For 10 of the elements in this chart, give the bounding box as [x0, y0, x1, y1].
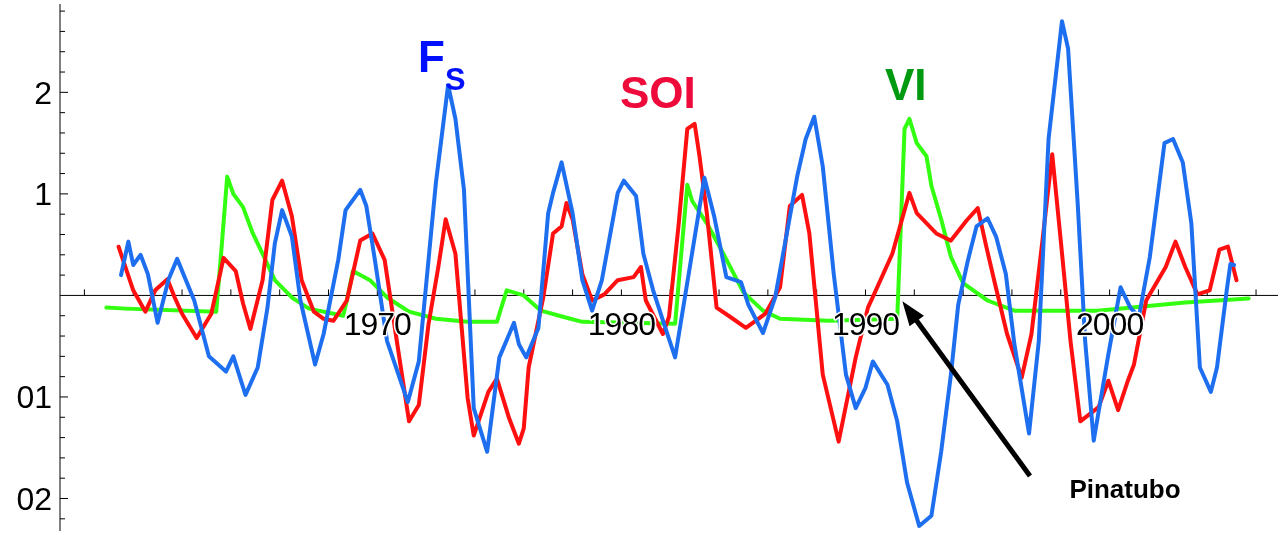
- series-label: F$_{S}$: [418, 32, 466, 97]
- y-tick-label: 1: [34, 176, 52, 213]
- line-series: [119, 19, 1237, 528]
- series-label: VI: [885, 60, 927, 109]
- line-series: [116, 121, 1239, 446]
- annotation: Pinatubo: [1069, 474, 1181, 504]
- y-tick-label: 2: [34, 74, 52, 111]
- y-tick-label: 02: [16, 480, 52, 517]
- y-tick-label: 01: [16, 379, 52, 416]
- series-label: SOI: [620, 68, 696, 117]
